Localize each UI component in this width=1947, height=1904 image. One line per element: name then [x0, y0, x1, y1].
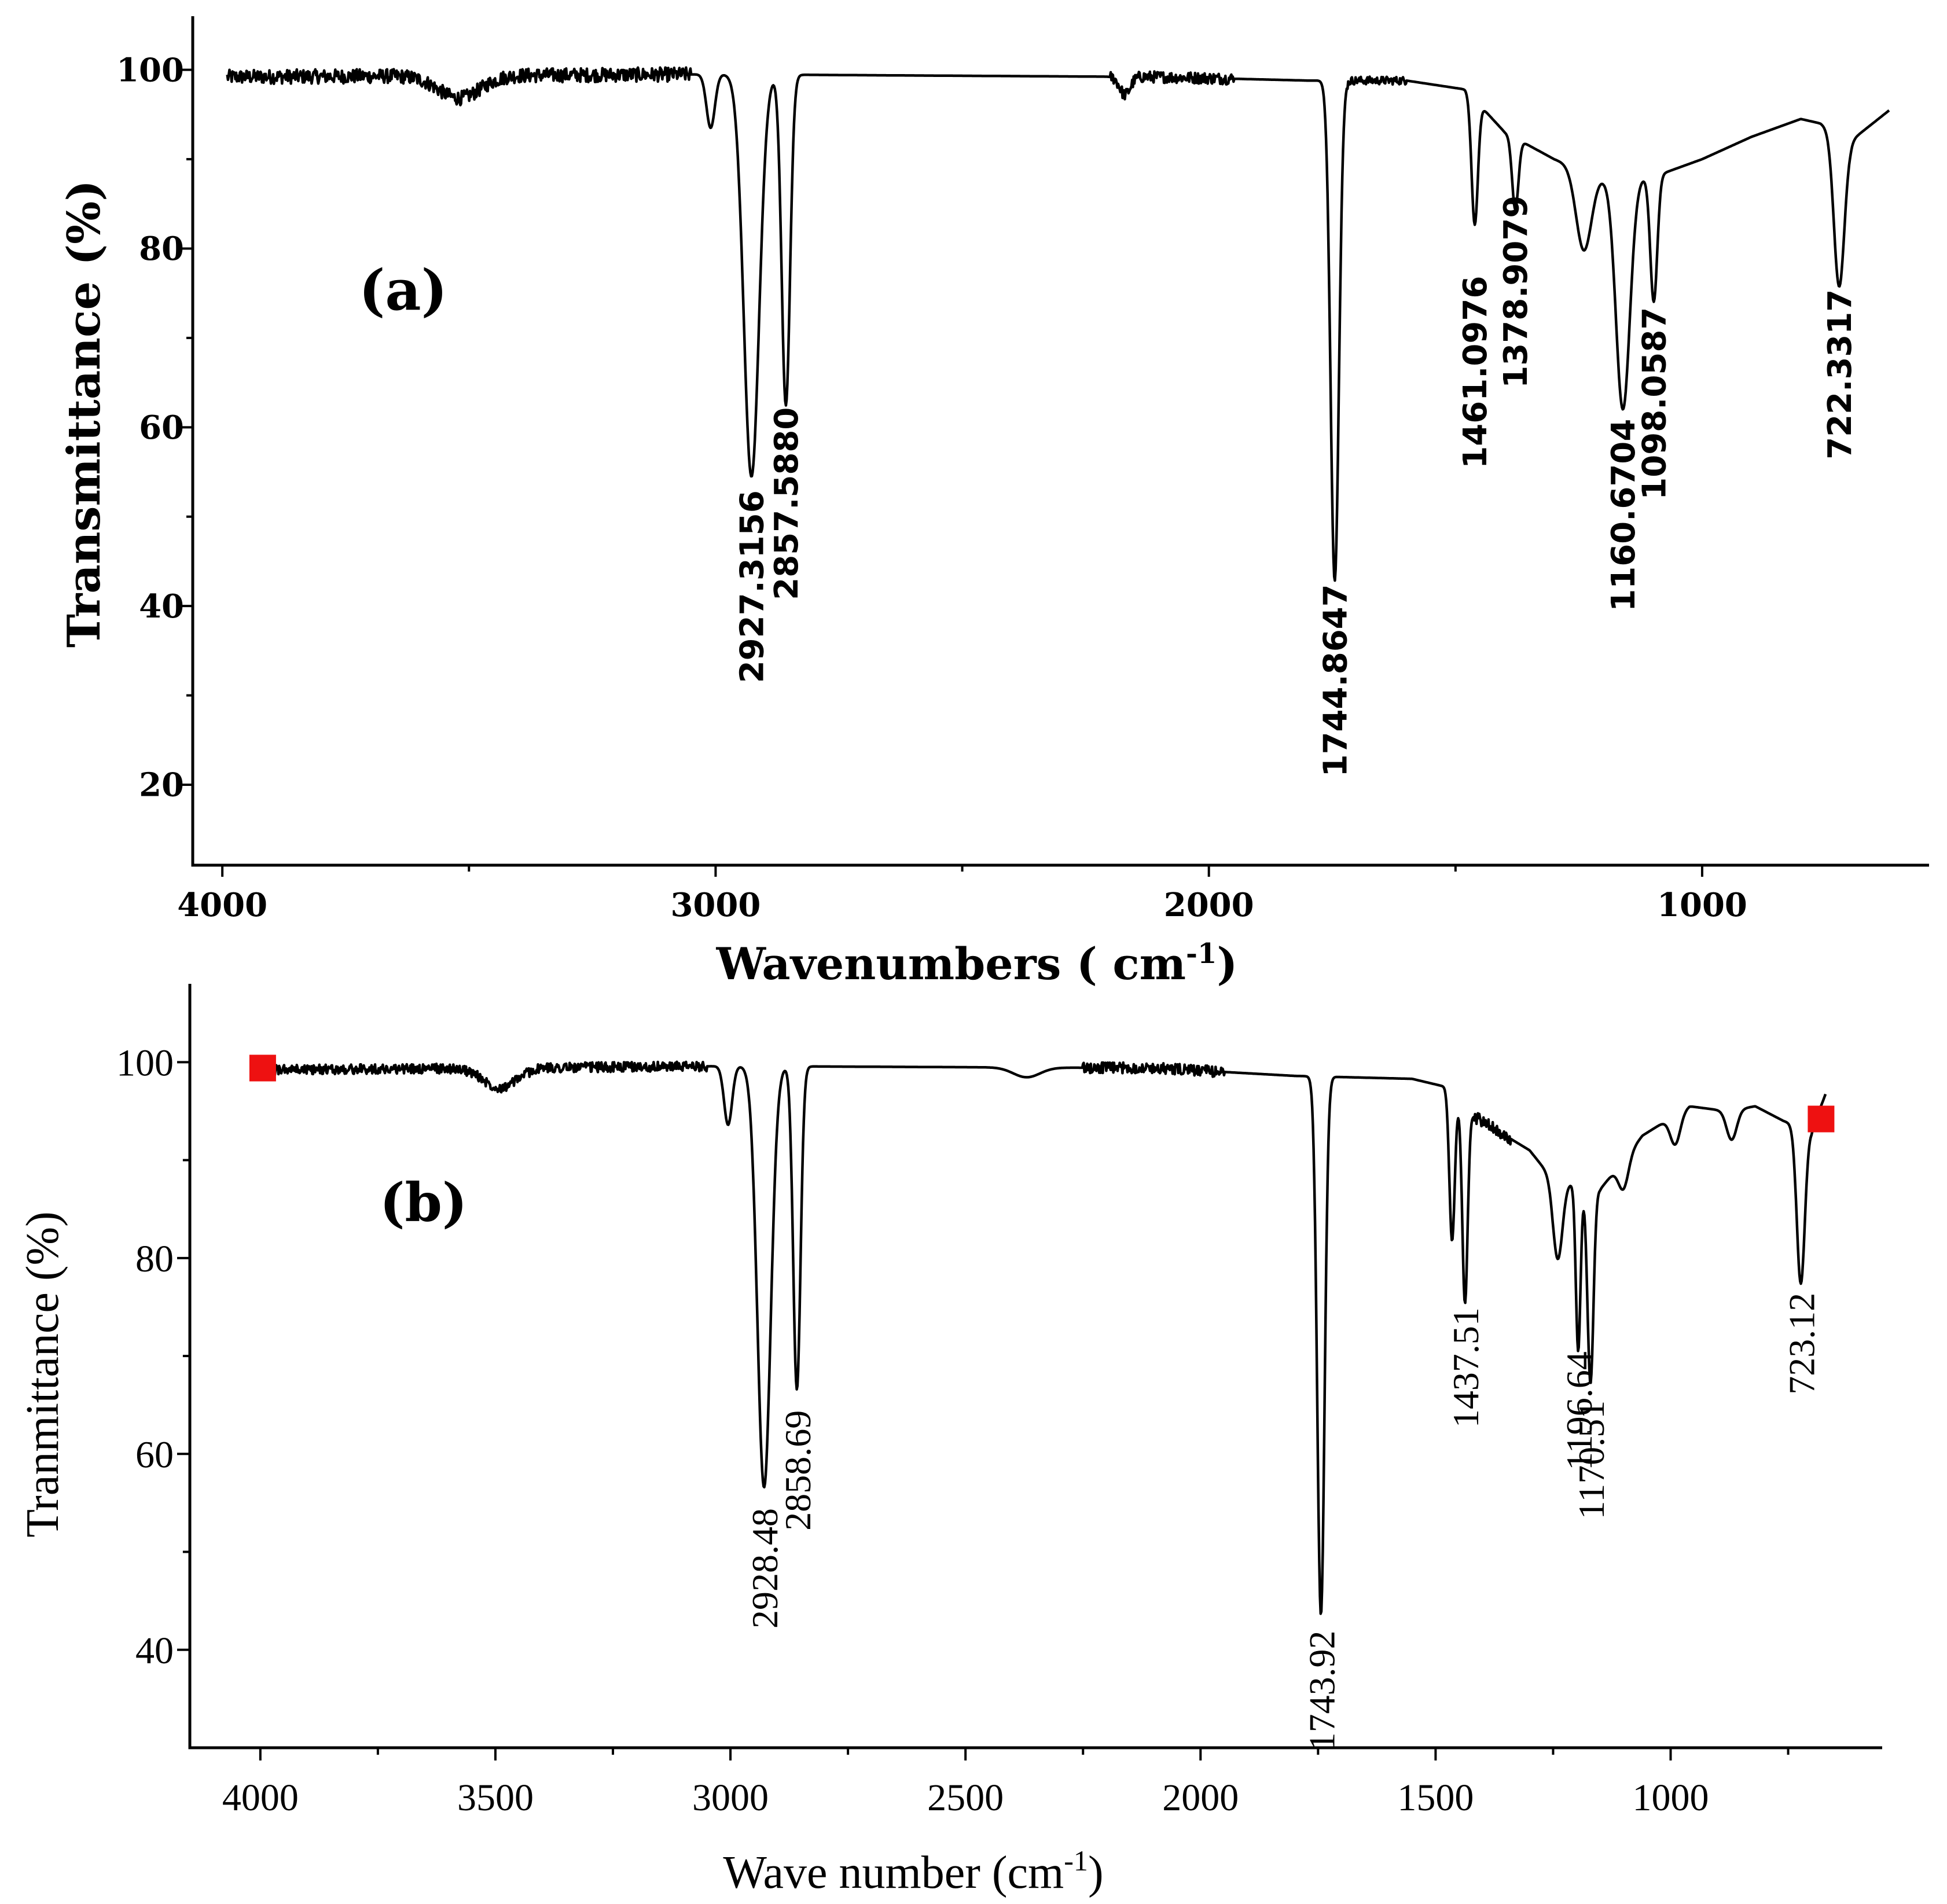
panel-b-xtick-label: 3000: [692, 1777, 769, 1819]
panel-b-peak-label: 1743.92: [1301, 1631, 1342, 1751]
panel-b-peak-label: 1196.64: [1559, 1351, 1600, 1471]
panel-b-xlabel: Wave number (cm-1): [723, 1844, 1103, 1898]
panel-b-peak-label: 1170.51: [1571, 1401, 1612, 1520]
panel-b-peak-label: 1437.51: [1445, 1307, 1486, 1428]
panel-b-xtick-label: 3500: [457, 1777, 534, 1819]
panel-b-spectrum-line: [263, 1060, 1827, 1615]
panel-b-xtick-label: 4000: [222, 1777, 299, 1819]
panel-a-peak-label: 2927.3156: [734, 490, 772, 683]
panel-b-red-square-marker: [249, 1054, 276, 1082]
panel-a-xlabel: Wavenumbers ( cm-1): [716, 938, 1238, 990]
panel-a-ylabel: Transmittance (%): [58, 180, 111, 648]
panel-a-axes: [191, 16, 1929, 867]
panel-a-peak-label: 1098.0587: [1636, 307, 1674, 500]
panel-a-xtick-label: 4000: [177, 886, 267, 924]
panel-a-ytick-label: 100: [116, 51, 184, 89]
panel-a-peak-label: 1378.9079: [1497, 196, 1535, 388]
panel-a-ytick-label: 80: [139, 230, 184, 268]
panel-a-ytick-label: 20: [139, 766, 184, 804]
panel-b-xlabel-close: ): [1088, 1847, 1104, 1898]
panel-b-xlabel-unit: (cm: [992, 1847, 1064, 1898]
panel-a-peak-label: 1461.0976: [1457, 276, 1494, 469]
panel-a-spectrum-line: [226, 66, 1890, 582]
panel-b-axes: [188, 984, 1882, 1749]
panel-b-label: (b): [380, 1171, 467, 1234]
panel-a-xtick-label: 2000: [1164, 886, 1254, 924]
panel-b-ytick-label: 40: [135, 1630, 174, 1672]
panel-b-ylabel: Tranmittance (%): [17, 1211, 68, 1538]
panel-b-peak-label: 723.12: [1781, 1293, 1822, 1395]
panel-a-ytick-label: 40: [139, 587, 184, 626]
panel-b-xtick-label: 1500: [1397, 1777, 1474, 1819]
panel-b-peak-label: 2858.69: [777, 1410, 818, 1531]
panel-a-peak-label: 1160.6704: [1605, 419, 1643, 612]
panel-a-label: (a): [359, 258, 447, 323]
panel-a-peak-label: 722.3317: [1821, 289, 1859, 460]
panel-b-xtick-label: 2000: [1162, 1777, 1239, 1819]
panel-b-xtick-label: 1000: [1633, 1777, 1709, 1819]
panel-b-red-square-marker: [1808, 1105, 1835, 1133]
panel-b-ytick-label: 100: [116, 1042, 174, 1084]
panel-b-ytick-label: 60: [135, 1433, 174, 1476]
panel-b-peak-label: 2928.48: [744, 1508, 785, 1629]
panel-b-xlabel-main: Wave number: [723, 1847, 980, 1898]
panel-a-xlabel-close: ): [1217, 938, 1237, 990]
panel-a: 20 40 60 80 100 4000 3000 2000 1000 2927.315628…: [58, 16, 1929, 990]
panel-b-xtick-label: 2500: [927, 1777, 1004, 1819]
panel-b: 40 60 80 100 4000 3500 3000 2500 2000 1500 1000 2…: [17, 984, 1882, 1898]
panel-a-ytick-label: 60: [139, 409, 184, 447]
panel-b-ytick-label: 80: [135, 1238, 174, 1280]
panel-a-peak-label: 2857.5880: [768, 407, 806, 600]
panel-a-peak-label: 1744.8647: [1317, 584, 1354, 777]
panel-a-xlabel-exponent: -1: [1186, 938, 1217, 970]
panel-a-xlabel-unit: ( cm: [1077, 938, 1186, 990]
panel-a-xtick-label: 1000: [1657, 886, 1747, 924]
panel-b-xlabel-exponent: -1: [1064, 1844, 1088, 1877]
panel-a-xtick-label: 3000: [670, 886, 761, 924]
panel-a-xlabel-main: Wavenumbers: [716, 938, 1061, 990]
